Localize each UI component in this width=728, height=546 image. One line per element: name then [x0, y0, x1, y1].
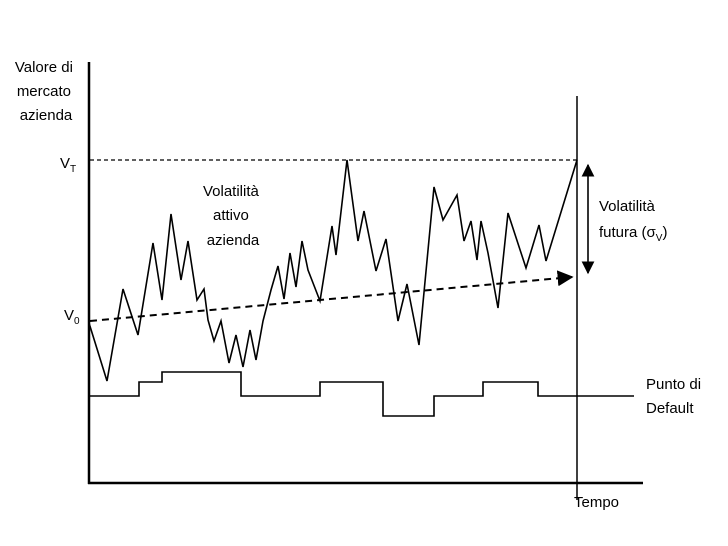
drift-arrow [89, 270, 574, 322]
x-axis-label: Tempo [574, 494, 619, 511]
future-volatility-label: Volatilità futura (σV) [599, 198, 667, 244]
v0-label: V0 [64, 307, 80, 327]
default-point-label: Punto di Default [646, 376, 705, 417]
vt-label: VT [60, 155, 76, 175]
default-point-line [89, 371, 634, 417]
y-axis-label: Valore di mercato azienda [15, 59, 77, 124]
asset-value-path [88, 159, 578, 382]
asset-volatility-label: Volatilità attivo azienda [203, 183, 263, 249]
